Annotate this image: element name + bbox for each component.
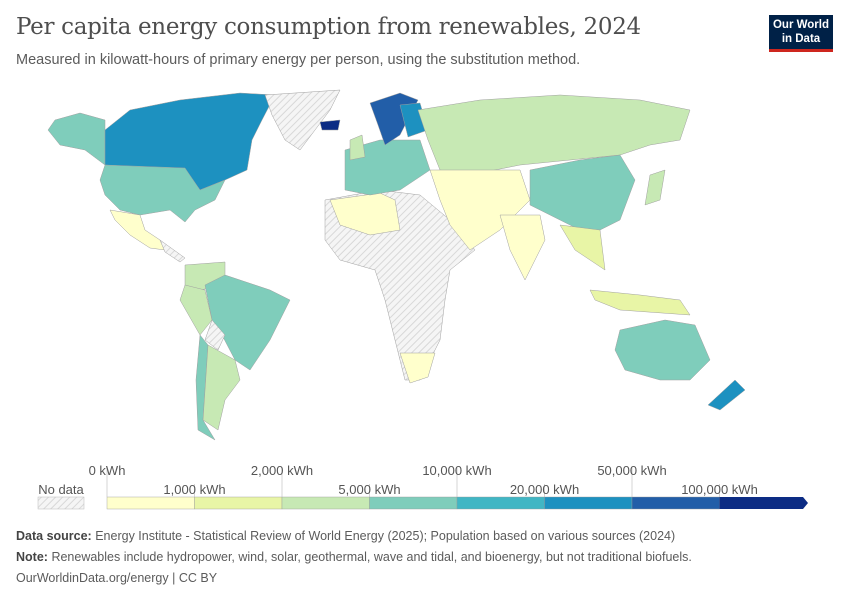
legend-bin-4[interactable] [456,496,545,510]
legend-no-data-label: No data [38,482,84,497]
legend-label-2: 2,000 kWh [250,463,314,478]
country-peru-ecuador[interactable] [179,284,213,336]
country-central-america[interactable] [159,239,186,263]
country-mexico[interactable] [109,209,166,251]
country-greenland[interactable] [264,89,341,151]
country-japan[interactable] [644,169,666,206]
country-middle-east-central-asia[interactable] [429,169,531,251]
country-china[interactable] [529,154,636,236]
country-argentina[interactable] [202,344,241,431]
legend-label-7: 100,000 kWh [681,482,758,497]
note: Note: Renewables include hydropower, win… [16,550,692,564]
legend-bin-6[interactable] [631,496,720,510]
country-usa[interactable] [99,164,226,223]
legend-label-4: 10,000 kWh [422,463,492,478]
subtitle: Measured in kilowatt-hours of primary en… [16,52,581,68]
legend-bin-3[interactable] [369,496,458,510]
footer-links: OurWorldinData.org/energy | CC BY [16,571,217,585]
page-title: Per capita energy consumption from renew… [16,14,641,40]
country-indonesia[interactable] [589,289,691,316]
license[interactable]: | CC BY [172,571,218,585]
legend: No data 0 kWh 1,000 kWh 2,000 kWh 5,000 kWh… [0,460,850,515]
legend-label-0: 0 kWh [88,463,126,478]
legend-label-5: 20,000 kWh [509,482,580,497]
legend-scale [37,468,809,510]
legend-label-3: 5,000 kWh [338,482,401,497]
world-map[interactable] [0,85,800,450]
legend-label-6: 50,000 kWh [597,463,667,478]
country-russia[interactable] [417,94,691,176]
country-uk[interactable] [349,134,366,161]
legend-bin-0[interactable] [106,496,195,510]
legend-no-data-swatch [37,496,85,510]
country-bolivia[interactable] [204,319,226,351]
country-australia[interactable] [614,319,711,381]
country-new-zealand[interactable] [707,379,746,411]
country-iceland[interactable] [319,119,341,131]
legend-bin-1[interactable] [194,496,283,510]
owid-logo[interactable]: Our World in Data [769,15,833,52]
legend-bin-5[interactable] [544,496,633,510]
legend-label-1: 1,000 kWh [163,482,226,497]
legend-bin-7[interactable] [719,497,809,509]
energy-link[interactable]: OurWorldinData.org/energy [16,571,169,585]
country-india[interactable] [499,214,546,281]
legend-bin-2[interactable] [281,496,370,510]
country-alaska[interactable] [47,112,106,166]
country-south-africa[interactable] [399,352,436,384]
data-source: Data source: Energy Institute - Statisti… [16,529,676,543]
country-southeast-asia[interactable] [559,224,606,271]
